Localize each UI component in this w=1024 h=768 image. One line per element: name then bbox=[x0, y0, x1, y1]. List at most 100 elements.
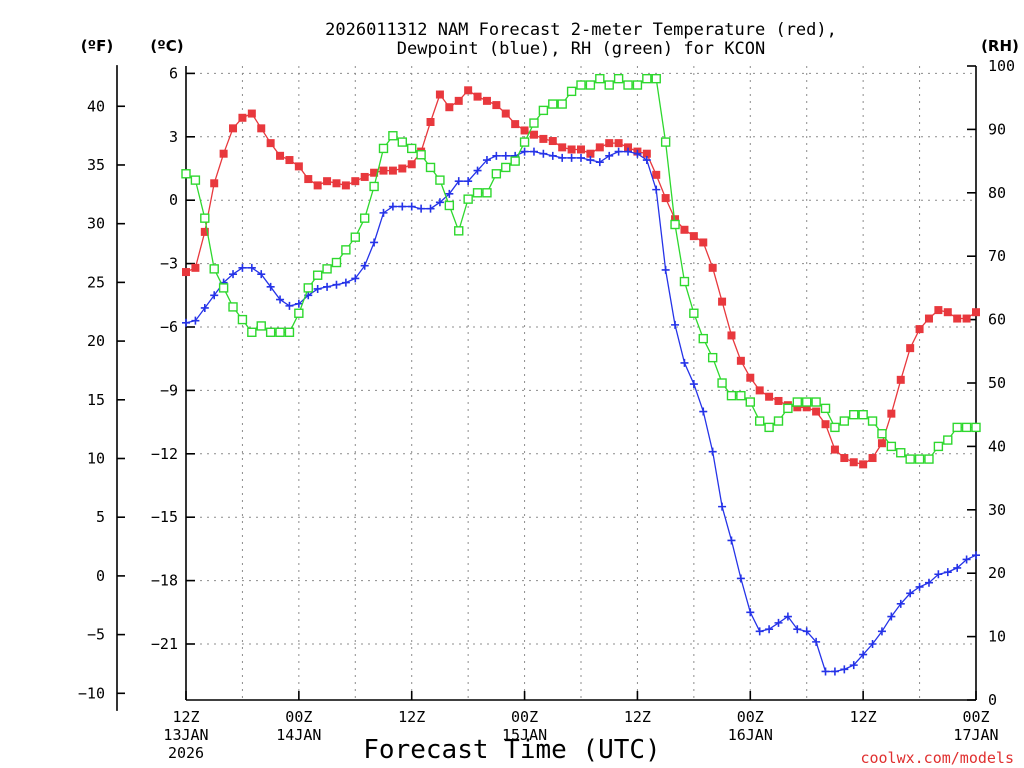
temperature-point bbox=[266, 139, 275, 148]
temperature-point bbox=[595, 143, 604, 152]
dewpoint-point bbox=[896, 599, 905, 608]
dewpoint-point bbox=[906, 589, 915, 598]
dewpoint-point bbox=[417, 204, 426, 213]
dewpoint-point bbox=[849, 661, 858, 670]
rh-point bbox=[642, 73, 652, 84]
dewpoint-point bbox=[482, 156, 491, 165]
rh-point bbox=[501, 162, 511, 173]
rh-point bbox=[538, 105, 549, 116]
rh-point bbox=[322, 264, 332, 274]
temperature-point bbox=[877, 439, 886, 448]
dewpoint-point bbox=[708, 447, 717, 456]
rh-tick-label: 70 bbox=[988, 247, 1006, 265]
rh-point bbox=[510, 156, 520, 166]
temperature-point bbox=[276, 151, 285, 160]
rh-point bbox=[228, 302, 238, 312]
rh-point bbox=[190, 175, 201, 185]
dewpoint-point bbox=[953, 563, 962, 572]
rh-point bbox=[905, 454, 915, 464]
temperature-point bbox=[887, 409, 896, 418]
rh-point bbox=[265, 327, 276, 337]
rh-point bbox=[312, 270, 323, 280]
temperature-point bbox=[210, 179, 219, 188]
temperature-point bbox=[332, 179, 341, 188]
temperature-point bbox=[182, 268, 190, 277]
x-tick-label-time: 12Z bbox=[172, 708, 199, 726]
dewpoint-point bbox=[887, 612, 896, 621]
dewpoint-point bbox=[238, 263, 247, 272]
temperature-point bbox=[529, 130, 538, 139]
temperature-point bbox=[953, 314, 962, 323]
temperature-point bbox=[906, 344, 915, 353]
rh-point bbox=[867, 416, 878, 426]
rh-point bbox=[303, 283, 313, 293]
temperature-point bbox=[398, 164, 407, 173]
rh-point bbox=[811, 397, 821, 407]
rh-tick-label: 100 bbox=[988, 57, 1015, 75]
rh-point bbox=[425, 162, 436, 173]
fahrenheit-unit-label: (ºF) bbox=[81, 37, 113, 55]
fahrenheit-tick-label: 20 bbox=[87, 332, 105, 350]
rh-point bbox=[726, 390, 737, 401]
temperature-point bbox=[407, 160, 416, 169]
x-tick-label-year: 2026 bbox=[168, 744, 204, 762]
rh-point bbox=[830, 422, 840, 433]
temperature-point bbox=[614, 139, 623, 148]
rh-point bbox=[341, 245, 351, 255]
fahrenheit-tick-label: 25 bbox=[87, 273, 105, 291]
x-tick-label-date: 17JAN bbox=[953, 726, 998, 744]
temperature-point bbox=[229, 124, 238, 133]
dewpoint-point bbox=[962, 555, 971, 564]
dewpoint-point bbox=[229, 270, 238, 279]
temperature-point bbox=[313, 181, 322, 190]
dewpoint-point bbox=[595, 158, 604, 167]
rh-point bbox=[247, 327, 257, 337]
dewpoint-point bbox=[351, 274, 360, 283]
dewpoint-point bbox=[821, 667, 830, 676]
series-temperature bbox=[182, 86, 980, 469]
rh-tick-label: 40 bbox=[988, 437, 1006, 455]
dewpoint-point bbox=[868, 639, 877, 648]
rh-point bbox=[275, 327, 285, 337]
temperature-point bbox=[774, 396, 783, 405]
temperature-point bbox=[558, 143, 567, 152]
rh-point bbox=[707, 352, 718, 363]
rh-point bbox=[388, 131, 398, 141]
rh-point bbox=[604, 80, 614, 90]
dewpoint-point bbox=[746, 608, 755, 617]
rh-point bbox=[200, 213, 210, 223]
dewpoint-point bbox=[934, 570, 943, 579]
temperature-point bbox=[285, 156, 294, 165]
celsius-tick-label: 6 bbox=[169, 64, 178, 82]
dewpoint-point bbox=[840, 665, 849, 674]
dewpoint-point bbox=[727, 536, 736, 545]
temperature-point bbox=[426, 118, 435, 127]
celsius-tick-label: −18 bbox=[151, 572, 178, 590]
temperature-point bbox=[482, 96, 491, 105]
dewpoint-point bbox=[586, 156, 595, 165]
celsius-tick-label: −6 bbox=[160, 318, 178, 336]
rh-point bbox=[773, 416, 784, 426]
temperature-point bbox=[445, 103, 454, 112]
rh-tick-label: 60 bbox=[988, 311, 1006, 329]
dewpoint-point bbox=[558, 153, 567, 162]
credit-text: coolwx.com/models bbox=[860, 749, 1014, 767]
rh-point bbox=[181, 169, 191, 179]
rh-point bbox=[849, 410, 859, 420]
x-tick-label-time: 00Z bbox=[511, 708, 538, 726]
dewpoint-point bbox=[624, 147, 633, 156]
rh-point bbox=[745, 397, 755, 407]
temperature-point bbox=[868, 454, 877, 463]
rh-point bbox=[472, 188, 483, 198]
rh-point bbox=[924, 454, 934, 464]
temperature-point bbox=[736, 356, 745, 365]
rh-point bbox=[802, 397, 812, 407]
celsius-tick-label: 3 bbox=[169, 128, 178, 146]
chart-title-line-2: Dewpoint (blue), RH (green) for KCON bbox=[397, 39, 765, 59]
dewpoint-point bbox=[765, 625, 774, 634]
temperature-point bbox=[577, 145, 585, 154]
temperature-point bbox=[388, 166, 397, 175]
dewpoint-point bbox=[671, 320, 680, 329]
temperature-point bbox=[718, 297, 727, 306]
dewpoint-point bbox=[830, 667, 839, 676]
